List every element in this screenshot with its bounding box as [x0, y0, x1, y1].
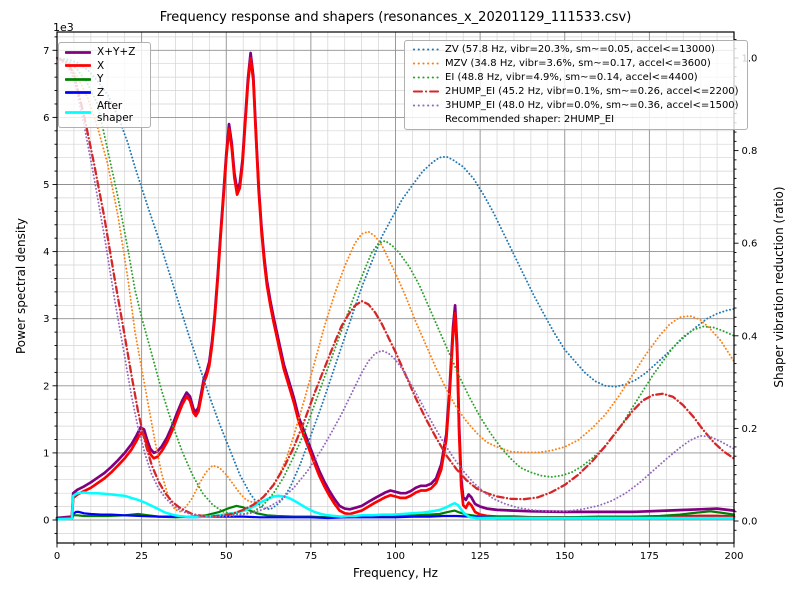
- y-left-tick-label: 4: [43, 247, 49, 258]
- y-right-tick-label: 0.2: [742, 424, 758, 435]
- x-tick-label: 75: [305, 551, 318, 562]
- legend-swatch-solid-line: [65, 64, 91, 67]
- x-tick-label: 125: [471, 551, 490, 562]
- legend-swatch-empty: [413, 114, 439, 125]
- legend-item: Z: [65, 87, 143, 99]
- legend-shapers: ZV (57.8 Hz, vibr=20.3%, sm~=0.05, accel…: [404, 40, 748, 130]
- y-right-tick-label: 0.6: [742, 239, 758, 250]
- x-axis-label: Frequency, Hz: [353, 566, 438, 580]
- legend-item: ZV (57.8 Hz, vibr=20.3%, sm~=0.05, accel…: [413, 44, 739, 56]
- legend-item: Recommended shaper: 2HUMP_EI: [413, 114, 739, 126]
- legend-swatch-dotted-line: [413, 104, 439, 107]
- legend-label: X+Y+Z: [97, 46, 136, 58]
- legend-swatch-solid-line: [65, 77, 91, 81]
- right-axis-label: Shaper vibration reduction (ratio): [772, 186, 786, 388]
- legend-label: 2HUMP_EI (45.2 Hz, vibr=0.1%, sm~=0.26, …: [445, 86, 739, 97]
- legend-label: Y: [97, 73, 104, 86]
- y-right-tick-label: 0.4: [742, 331, 758, 342]
- legend-label: After shaper: [97, 100, 134, 125]
- legend-label: Recommended shaper: 2HUMP_EI: [445, 114, 615, 125]
- series-3HUMP_EI: [56, 57, 735, 518]
- y-left-tick-label: 6: [43, 113, 49, 124]
- legend-swatch-solid-line: [65, 50, 91, 54]
- legend-item: EI (48.8 Hz, vibr=4.9%, sm~=0.14, accel<…: [413, 72, 739, 84]
- legend-item: Y: [65, 73, 143, 85]
- y-left-tick-label: 1: [43, 448, 49, 459]
- legend-item: 2HUMP_EI (45.2 Hz, vibr=0.1%, sm~=0.26, …: [413, 86, 739, 98]
- legend-swatch-solid-line: [65, 91, 91, 95]
- y-right-tick-label: 1.0: [742, 54, 758, 65]
- legend-swatch-dotted-line: [413, 62, 439, 65]
- left-axis-label: Power spectral density: [14, 217, 28, 355]
- series-X: [55, 57, 736, 521]
- series-After shaper: [55, 491, 736, 521]
- y-left-tick-label: 5: [43, 180, 49, 191]
- legend-item: X: [65, 60, 143, 72]
- legend-swatch-solid-line: [65, 110, 91, 114]
- x-tick-label: 200: [724, 551, 743, 562]
- x-tick-label: 175: [640, 551, 659, 562]
- x-tick-label: 100: [386, 551, 405, 562]
- y-left-tick-label: 0: [43, 516, 49, 527]
- legend-label: ZV (57.8 Hz, vibr=20.3%, sm~=0.05, accel…: [445, 44, 715, 55]
- legend-item: X+Y+Z: [65, 46, 143, 58]
- chart-title: Frequency response and shapers (resonanc…: [159, 10, 632, 25]
- series-MZV: [56, 57, 735, 513]
- y-left-tick-label: 2: [43, 381, 49, 392]
- x-tick-label: 25: [135, 551, 148, 562]
- legend-label: EI (48.8 Hz, vibr=4.9%, sm~=0.14, accel<…: [445, 72, 698, 83]
- y-left-tick-label: 3: [43, 314, 49, 325]
- y-left-tick-label: 7: [43, 46, 49, 57]
- legend-item: After shaper: [65, 100, 143, 124]
- legend-swatch-dotted-line: [413, 76, 439, 79]
- tick-labels: 0 25 50 75 100 125 150 175 200 0 1 2 3 4 5 6 7 0.0 0.2 0.4 0…: [43, 46, 757, 562]
- y-right-tick-label: 0.0: [742, 517, 758, 528]
- legend-item: MZV (34.8 Hz, vibr=3.6%, sm~=0.17, accel…: [413, 58, 739, 70]
- x-tick-label: 0: [54, 551, 60, 562]
- legend-item: 3HUMP_EI (48.0 Hz, vibr=0.0%, sm~=0.36, …: [413, 100, 739, 112]
- x-tick-label: 50: [220, 551, 233, 562]
- ticks: [52, 36, 739, 548]
- y-offset-text: 1e3: [53, 21, 74, 34]
- legend-swatch-dashdot-line: [413, 90, 439, 93]
- legend-swatch-dotted-line: [413, 48, 439, 51]
- legend-measured: X+Y+Z X Y Z After shaper: [58, 42, 151, 129]
- series-2HUMP_EI: [55, 56, 736, 518]
- legend-label: X: [97, 59, 105, 72]
- legend-label: MZV (34.8 Hz, vibr=3.6%, sm~=0.17, accel…: [445, 58, 711, 69]
- x-tick-label: 150: [555, 551, 574, 562]
- legend-label: Z: [97, 86, 105, 99]
- legend-label: 3HUMP_EI (48.0 Hz, vibr=0.0%, sm~=0.36, …: [445, 100, 739, 111]
- y-right-tick-label: 0.8: [742, 146, 758, 157]
